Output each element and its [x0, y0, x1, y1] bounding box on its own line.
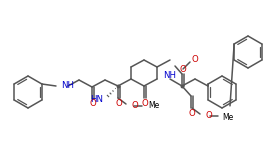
Text: Me: Me [222, 112, 233, 122]
Text: O: O [205, 111, 212, 121]
Text: NH: NH [61, 82, 74, 90]
Text: O: O [180, 65, 186, 73]
Text: O: O [131, 102, 138, 110]
Text: HN: HN [90, 95, 103, 105]
Text: O: O [189, 108, 195, 118]
Text: O: O [192, 54, 199, 64]
Text: O: O [116, 98, 122, 108]
Text: O: O [142, 98, 148, 108]
Text: NH: NH [163, 72, 176, 80]
Text: Me: Me [148, 102, 159, 110]
Text: O: O [90, 100, 96, 108]
